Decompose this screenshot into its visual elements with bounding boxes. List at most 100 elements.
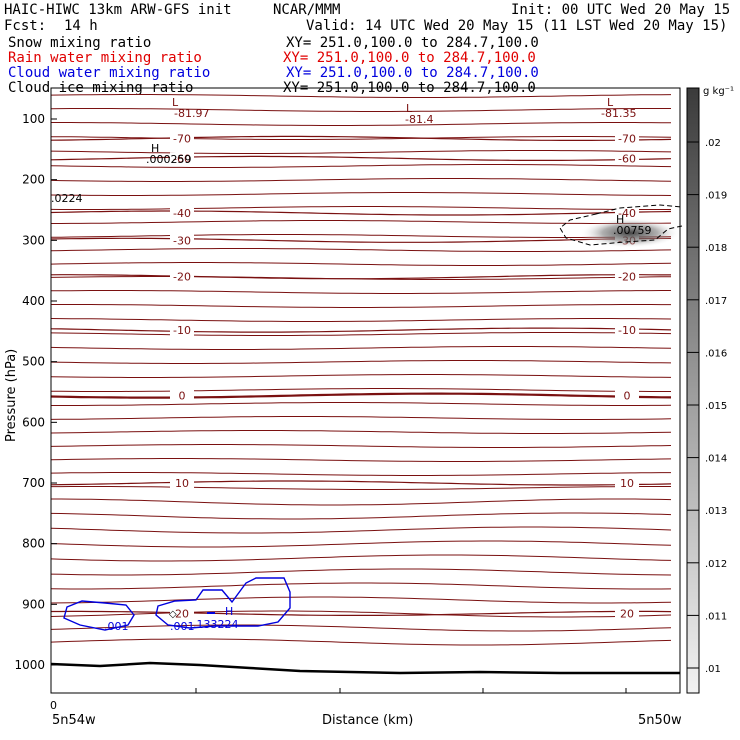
isotherm-label-bg: [170, 270, 194, 283]
cloud-ice-dashed-contour: [559, 204, 683, 246]
isotherm-line: [51, 388, 671, 392]
isotherm-label-bg: [615, 270, 639, 283]
labeled-isotherm: [50, 392, 672, 399]
y-tick-label: 700: [22, 476, 45, 490]
isotherm-label-bg: [615, 152, 639, 165]
isotherm-label-bg: [615, 477, 639, 489]
isotherm-label-bg: [170, 132, 194, 145]
forecast-hours: 14 h: [64, 18, 98, 34]
isotherm-line: [50, 444, 672, 448]
isotherm-line: [50, 458, 672, 462]
plot-frame: [50, 87, 681, 694]
colorbar-tick-label: .012: [705, 559, 727, 570]
isotherm-line: [50, 374, 672, 378]
isotherm-line: [50, 512, 672, 520]
isotherm-line: [50, 178, 672, 182]
isotherm-line: [50, 164, 672, 168]
isotherm-line: [50, 150, 672, 154]
labeled-isotherm: [50, 237, 671, 243]
labeled-isotherm: [50, 210, 672, 216]
x-origin-tick: 0: [50, 699, 57, 712]
isotherm-line: [50, 554, 672, 562]
x-left-location: 5n54w: [52, 713, 96, 728]
isotherm-label: -20: [173, 271, 191, 284]
y-tick-label: 900: [22, 597, 45, 611]
isotherm-line: [50, 262, 672, 266]
low-marker: L: [406, 102, 413, 115]
isotherm-line: [50, 526, 672, 534]
chart-title: HAIC-HIWC 13km ARW-GFS init: [4, 2, 232, 18]
colorbar-tick-label: .016: [705, 348, 727, 359]
labeled-isotherm: [50, 480, 672, 486]
isotherm-label-bg: [615, 607, 639, 620]
isotherm-label-bg: [615, 324, 639, 337]
forecast-label: Fcst:: [4, 18, 47, 34]
surface-line: [50, 661, 680, 675]
isotherm-label: -40: [173, 207, 191, 220]
y-tick-label: 800: [22, 537, 45, 551]
isotherm-line: [50, 206, 671, 210]
isotherm-label-bg: [170, 152, 194, 165]
cloud-water-field-name: Cloud water mixing ratio: [8, 65, 211, 81]
colorbar: g kg⁻¹ .02 .019 .018 .017 .016 .015 .014 .013 .0…: [686, 86, 734, 694]
valid-time: Valid: 14 UTC Wed 20 May 15 (11 LST Wed …: [306, 18, 728, 34]
isotherm-line: [51, 486, 671, 490]
rain-field-name: Rain water mixing ratio: [8, 50, 202, 66]
isotherm-label: -60: [618, 152, 636, 165]
isotherm-label-bg: [170, 477, 194, 489]
rain-field-xy: XY= 251.0,100.0 to 284.7,100.0: [283, 50, 536, 66]
high-value: .00759: [613, 224, 652, 237]
isotherm-line: [50, 346, 672, 350]
isotherm-line: [51, 122, 672, 126]
isotherm-label: 0: [624, 390, 631, 403]
init-time: Init: 00 UTC Wed 20 May 15: [511, 2, 731, 18]
high-marker: H: [225, 605, 233, 618]
isotherm-line: [50, 416, 672, 420]
colorbar-tick-label: .011: [705, 611, 727, 622]
cloud-water-label: .001: [104, 620, 129, 633]
isotherm-line: [51, 402, 672, 406]
isotherm-label: -70: [173, 132, 191, 145]
labeled-isotherm: [50, 274, 671, 280]
isotherm-line: [51, 220, 672, 224]
isotherm-label: -10: [618, 324, 636, 337]
isotherm-label: -70: [618, 132, 636, 145]
isotherm-line: [50, 318, 672, 322]
isotherm-label: -60: [173, 152, 191, 165]
isotherm-label-bg: [615, 207, 639, 220]
isotherm-line: [50, 624, 672, 632]
isotherm-label: -10: [173, 324, 191, 337]
colorbar-tick-label: .01: [705, 664, 721, 675]
cloud-water-label: .001: [170, 620, 195, 633]
isotherm-label-bg: [170, 324, 194, 337]
isotherm-label: -40: [618, 207, 636, 220]
isotherm-label-bg: [615, 389, 639, 402]
low-value: -81.97: [174, 107, 209, 120]
y-tick-label: 600: [22, 415, 45, 429]
isotherm-label-bg: [170, 607, 194, 620]
snow-field-xy: XY= 251.0,100.0 to 284.7,100.0: [286, 35, 539, 51]
isotherm-label: 10: [620, 477, 634, 490]
colorbar-fill: [686, 87, 700, 694]
isotherm-line: [50, 540, 672, 548]
colorbar-tick-label: .019: [705, 191, 727, 202]
y-tick-label: 200: [22, 173, 45, 187]
small-diamond-mark: ◇: [169, 609, 177, 620]
isotherm-line: [50, 582, 672, 590]
high-value: .000259: [146, 153, 192, 166]
low-value: -81.35: [601, 107, 636, 120]
y-tick-label: 400: [22, 294, 45, 308]
isotherm-line: [51, 304, 671, 308]
isotherm-line: [51, 498, 672, 506]
low-marker: L: [607, 96, 614, 109]
colorbar-tick-label: .017: [705, 296, 727, 307]
colorbar-tick-label: .018: [705, 243, 727, 254]
colorbar-tick-label: .014: [705, 454, 727, 465]
labeled-isotherm: [50, 135, 672, 141]
high-value: .133224: [193, 618, 239, 631]
pressure-axis: 100 200 300 400 500 600 700 800 900 1000: [14, 112, 57, 672]
isotherm-line: [50, 192, 672, 196]
colorbar-tick-label: .02: [705, 138, 721, 149]
colorbar-tick-label: .013: [705, 506, 727, 517]
temperature-contours: -70-70-60-60-40-40-30-30-20-20-10-100010…: [50, 94, 672, 646]
